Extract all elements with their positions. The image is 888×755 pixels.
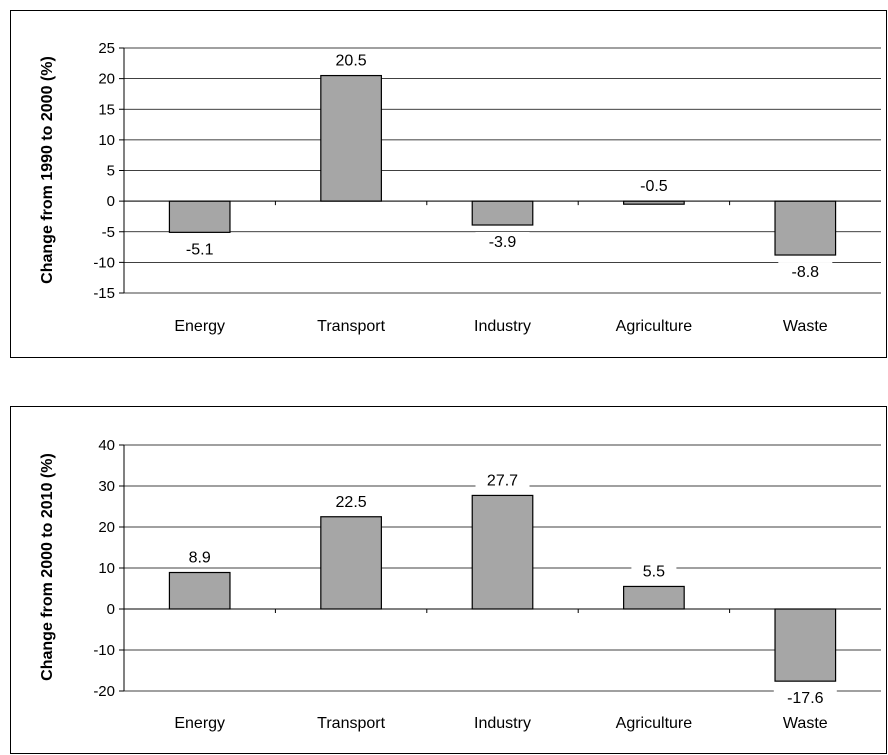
y-axis-label: Change from 1990 to 2000 (%) bbox=[39, 56, 56, 284]
y-tick-label: -10 bbox=[93, 254, 115, 271]
y-tick-label: -20 bbox=[93, 683, 115, 700]
category-label: Agriculture bbox=[616, 715, 693, 732]
category-label: Transport bbox=[317, 715, 385, 732]
y-tick-label: -5 bbox=[102, 224, 115, 241]
y-axis-label: Change from 2000 to 2010 (%) bbox=[39, 453, 56, 681]
bar-energy bbox=[168, 571, 231, 610]
y-tick-label: -10 bbox=[93, 642, 115, 659]
data-label: 20.5 bbox=[336, 53, 367, 70]
data-label-bg bbox=[475, 470, 530, 491]
y-tick-label: 10 bbox=[98, 560, 115, 577]
data-label: -3.9 bbox=[489, 234, 517, 251]
y-tick-label: 20 bbox=[98, 519, 115, 536]
data-label: -0.5 bbox=[640, 178, 668, 195]
category-label: Waste bbox=[783, 715, 828, 732]
data-label-bg bbox=[324, 50, 379, 71]
chart-panel-1990-2000: Change from 1990 to 2000 (%) 25 20 15 10 5 0 -… bbox=[10, 10, 887, 358]
y-tick-label: 25 bbox=[98, 40, 115, 57]
data-label-bg bbox=[324, 491, 379, 512]
data-label-bg bbox=[475, 232, 530, 253]
data-label-bg bbox=[773, 688, 837, 709]
y-tick-label: 20 bbox=[98, 71, 115, 88]
bar-waste bbox=[774, 608, 837, 682]
y-tick-label: 30 bbox=[98, 478, 115, 495]
y-tick-label: 0 bbox=[107, 193, 115, 210]
bar-transport bbox=[320, 74, 382, 202]
data-label: 8.9 bbox=[189, 550, 211, 567]
y-tick-label: -15 bbox=[93, 285, 115, 302]
category-label: Agriculture bbox=[616, 318, 693, 335]
category-label: Industry bbox=[474, 318, 531, 335]
data-label: -8.8 bbox=[792, 264, 820, 281]
y-tick-label: 10 bbox=[98, 132, 115, 149]
data-label-bg bbox=[778, 262, 833, 283]
bar-chart-2000-2010: Change from 2000 to 2010 (%) 40 30 20 10 0 -1… bbox=[39, 437, 881, 732]
bar-industry bbox=[471, 200, 534, 226]
data-label-bg bbox=[172, 239, 227, 260]
data-label: 27.7 bbox=[487, 472, 518, 489]
data-label: -17.6 bbox=[787, 690, 824, 707]
bar-energy bbox=[168, 200, 231, 233]
data-label: 22.5 bbox=[336, 494, 367, 511]
data-label: -5.1 bbox=[186, 241, 214, 258]
data-label-bg bbox=[626, 176, 681, 197]
y-tick-label: 40 bbox=[98, 437, 115, 454]
y-tick-label: 5 bbox=[107, 163, 115, 180]
chart-panel-2000-2010: Change from 2000 to 2010 (%) 40 30 20 10 0 -1… bbox=[10, 406, 887, 754]
y-tick-label: 15 bbox=[98, 101, 115, 118]
bar-chart-1990-2000: Change from 1990 to 2000 (%) 25 20 15 10 5 0 -… bbox=[39, 40, 881, 335]
bar-waste bbox=[774, 200, 837, 256]
bar-industry bbox=[471, 494, 534, 610]
bar-agriculture bbox=[623, 585, 685, 610]
data-label-bg bbox=[631, 561, 677, 582]
category-label: Energy bbox=[174, 715, 225, 732]
bar-transport bbox=[320, 516, 382, 610]
data-label-bg bbox=[177, 547, 223, 568]
category-label: Industry bbox=[474, 715, 531, 732]
category-label: Transport bbox=[317, 318, 385, 335]
data-label: 5.5 bbox=[643, 563, 665, 580]
y-tick-label: 0 bbox=[107, 601, 115, 618]
category-label: Energy bbox=[174, 318, 225, 335]
category-label: Waste bbox=[783, 318, 828, 335]
